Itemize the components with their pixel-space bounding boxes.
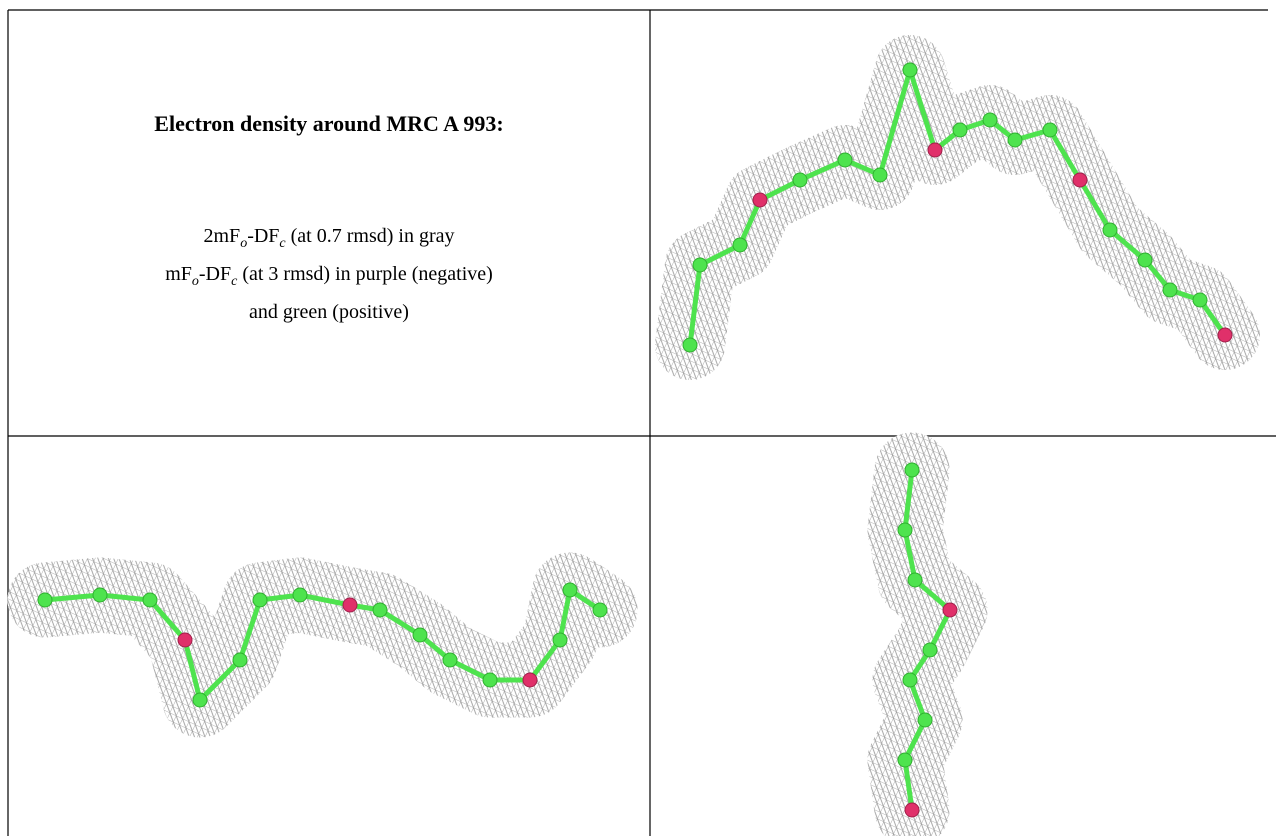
carbon-atom <box>905 463 919 477</box>
oxygen-atom <box>943 603 957 617</box>
carbon-atom <box>983 113 997 127</box>
text: and green (positive) <box>249 301 409 323</box>
carbon-atom <box>553 633 567 647</box>
mesh <box>690 70 1225 345</box>
legend-line: mFo-DFc (at 3 rmsd) in purple (negative) <box>9 259 649 297</box>
carbon-atom <box>1043 123 1057 137</box>
carbon-atom <box>593 603 607 617</box>
density-view <box>38 583 607 707</box>
carbon-atom <box>563 583 577 597</box>
density-view <box>898 463 957 817</box>
carbon-atom <box>483 673 497 687</box>
mesh <box>45 590 600 700</box>
carbon-atom <box>1138 253 1152 267</box>
carbon-atom <box>413 628 427 642</box>
carbon-atom <box>1008 133 1022 147</box>
carbon-atom <box>903 673 917 687</box>
legend-line: and green (positive) <box>9 297 649 327</box>
carbon-atom <box>143 593 157 607</box>
oxygen-atom <box>905 803 919 817</box>
carbon-atom <box>733 238 747 252</box>
carbon-atom <box>293 588 307 602</box>
carbon-atom <box>253 593 267 607</box>
carbon-atom <box>918 713 932 727</box>
carbon-atom <box>193 693 207 707</box>
carbon-atom <box>93 588 107 602</box>
subscript: o <box>192 274 199 289</box>
carbon-atom <box>908 573 922 587</box>
carbon-atom <box>693 258 707 272</box>
carbon-atom <box>838 153 852 167</box>
carbon-atom <box>1103 223 1117 237</box>
legend: 2mFo-DFc (at 0.7 rmsd) in gray mFo-DFc (… <box>9 221 649 327</box>
carbon-atom <box>793 173 807 187</box>
carbon-atom <box>1163 283 1177 297</box>
carbon-atom <box>373 603 387 617</box>
carbon-atom <box>38 593 52 607</box>
oxygen-atom <box>753 193 767 207</box>
oxygen-atom <box>178 633 192 647</box>
carbon-atom <box>903 63 917 77</box>
carbon-atom <box>898 753 912 767</box>
document: Electron density around MRC A 993: 2mFo-… <box>0 0 1276 836</box>
page: Electron density {"table": { "title": "E… <box>0 0 1276 836</box>
oxygen-atom <box>523 673 537 687</box>
oxygen-atom <box>1218 328 1232 342</box>
carbon-atom <box>953 123 967 137</box>
text: -DF <box>199 263 231 285</box>
cell-title: Electron density around MRC A 993: <box>9 111 649 137</box>
description-cell: Electron density around MRC A 993: 2mFo-… <box>9 11 649 435</box>
carbon-atom <box>873 168 887 182</box>
oxygen-atom <box>928 143 942 157</box>
oxygen-atom <box>343 598 357 612</box>
carbon-atom <box>898 523 912 537</box>
oxygen-atom <box>1073 173 1087 187</box>
carbon-atom <box>1193 293 1207 307</box>
carbon-atom <box>683 338 697 352</box>
text: (at 3 rmsd) in purple (negative) <box>237 263 492 285</box>
carbon-atom <box>923 643 937 657</box>
carbon-atom <box>233 653 247 667</box>
text: (at 0.7 rmsd) in gray <box>286 225 455 247</box>
legend-line: 2mFo-DFc (at 0.7 rmsd) in gray <box>9 221 649 259</box>
text: mF <box>165 263 192 285</box>
density-view <box>683 63 1232 352</box>
text: -DF <box>247 225 279 247</box>
text: 2mF <box>204 225 241 247</box>
carbon-atom <box>443 653 457 667</box>
